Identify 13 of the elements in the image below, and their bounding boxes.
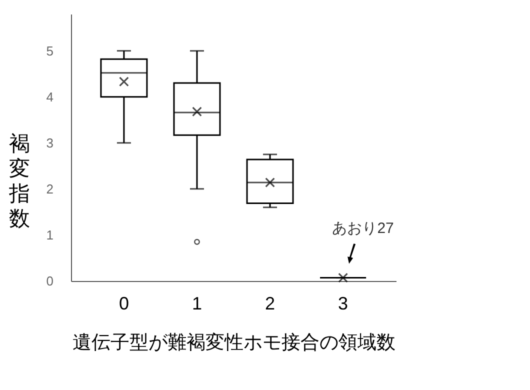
- y-tick-label: 3: [46, 135, 54, 150]
- y-tick-label: 2: [46, 181, 54, 196]
- x-tick-label: 0: [118, 294, 129, 314]
- y-axis-title: 褐変指数: [8, 132, 30, 230]
- annotation: あおり27: [332, 220, 394, 237]
- y-tick-label: 0: [46, 274, 54, 288]
- y-tick-label: 1: [46, 227, 54, 242]
- y-tick-label: 5: [46, 43, 54, 58]
- x-tick-label: 3: [338, 294, 348, 314]
- x-tick-label: 2: [265, 294, 276, 314]
- x-axis-title: 遺伝子型が難褐変性ホモ接合の領域数: [72, 332, 396, 354]
- x-tick-label: 1: [192, 294, 202, 314]
- y-tick-label: 4: [46, 89, 54, 104]
